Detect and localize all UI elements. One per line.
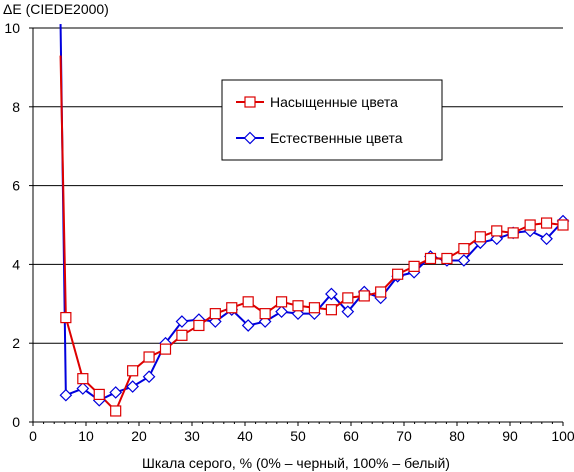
series-0-point [143, 351, 155, 363]
x-tick-label-50: 50 [290, 428, 306, 444]
series-1-point [76, 382, 90, 395]
y-tick-label-8: 8 [12, 99, 20, 115]
grid-lines [33, 27, 563, 344]
y-axis-label: ΔE (CIEDE2000) [3, 1, 109, 17]
series-0-point [292, 300, 304, 312]
series-1-point [109, 386, 123, 399]
x-tick-label-40: 40 [237, 428, 253, 444]
y-tick-label-4: 4 [12, 256, 20, 272]
y-tick-label-0: 0 [12, 414, 20, 430]
series-0-point [209, 308, 221, 320]
series-layer [59, 24, 570, 417]
series-0-point [507, 227, 519, 239]
x-tick-label-60: 60 [343, 428, 359, 444]
y-tick-label-6: 6 [12, 178, 20, 194]
legend-label-1: Естественные цвета [270, 130, 403, 146]
x-tick-label-20: 20 [131, 428, 147, 444]
series-1-point [241, 319, 255, 332]
x-tick-label-70: 70 [396, 428, 412, 444]
series-0-point [275, 296, 288, 308]
series-1-point [325, 287, 338, 301]
series-0-point [358, 290, 370, 302]
series-0-point [242, 296, 254, 308]
series-0-point [93, 388, 105, 401]
legend-marker-1 [243, 131, 257, 145]
series-1-point [341, 305, 355, 319]
series-0-point [60, 311, 72, 324]
series-0-point [408, 260, 420, 272]
y-tick-label-2: 2 [12, 335, 20, 351]
series-0-markers [60, 217, 569, 417]
x-tick-label-80: 80 [449, 428, 465, 444]
series-0-point [159, 343, 172, 355]
series-1-point [175, 315, 189, 328]
series-0-point [193, 319, 205, 332]
series-0-point [424, 252, 437, 265]
series-1-point [275, 305, 288, 319]
series-0-point [491, 225, 503, 237]
series-0-point [540, 217, 553, 229]
series-0-point [127, 365, 139, 377]
x-tick-label-100: 100 [551, 428, 574, 444]
series-0-point [77, 373, 89, 385]
y-tick-label-10: 10 [4, 20, 20, 36]
series-0-point [557, 219, 569, 231]
x-tick-label-30: 30 [184, 428, 200, 444]
series-0-point [325, 304, 337, 316]
series-0-point [524, 219, 536, 231]
x-tick-label-10: 10 [78, 428, 94, 444]
series-0-point [226, 302, 238, 314]
series-0-point [375, 286, 387, 298]
x-tick-label-90: 90 [502, 428, 518, 444]
series-1-point [142, 370, 156, 384]
series-0-point [176, 329, 188, 341]
series-1-point [540, 232, 553, 246]
series-0-point [392, 268, 404, 280]
series-0-point [259, 308, 271, 320]
series-0-point [474, 231, 486, 243]
legend-box [221, 79, 443, 161]
x-axis-label: Шкала серого, % (0% – черный, 100% – бел… [142, 455, 450, 471]
series-0-point [342, 292, 354, 304]
legend-label-0: Насыщенные цвета [270, 94, 398, 110]
series-0-point [458, 243, 470, 255]
series-1-point [126, 380, 139, 393]
series-0-point [441, 252, 453, 265]
series-0-point [110, 405, 122, 417]
series-0-point [308, 302, 321, 314]
legend: Насыщенные цвета Естественные цвета [221, 79, 443, 161]
legend-marker-0 [244, 96, 256, 108]
series-1-point [59, 388, 73, 402]
series-1-point [457, 254, 471, 267]
x-tick-label-0: 0 [29, 428, 37, 444]
